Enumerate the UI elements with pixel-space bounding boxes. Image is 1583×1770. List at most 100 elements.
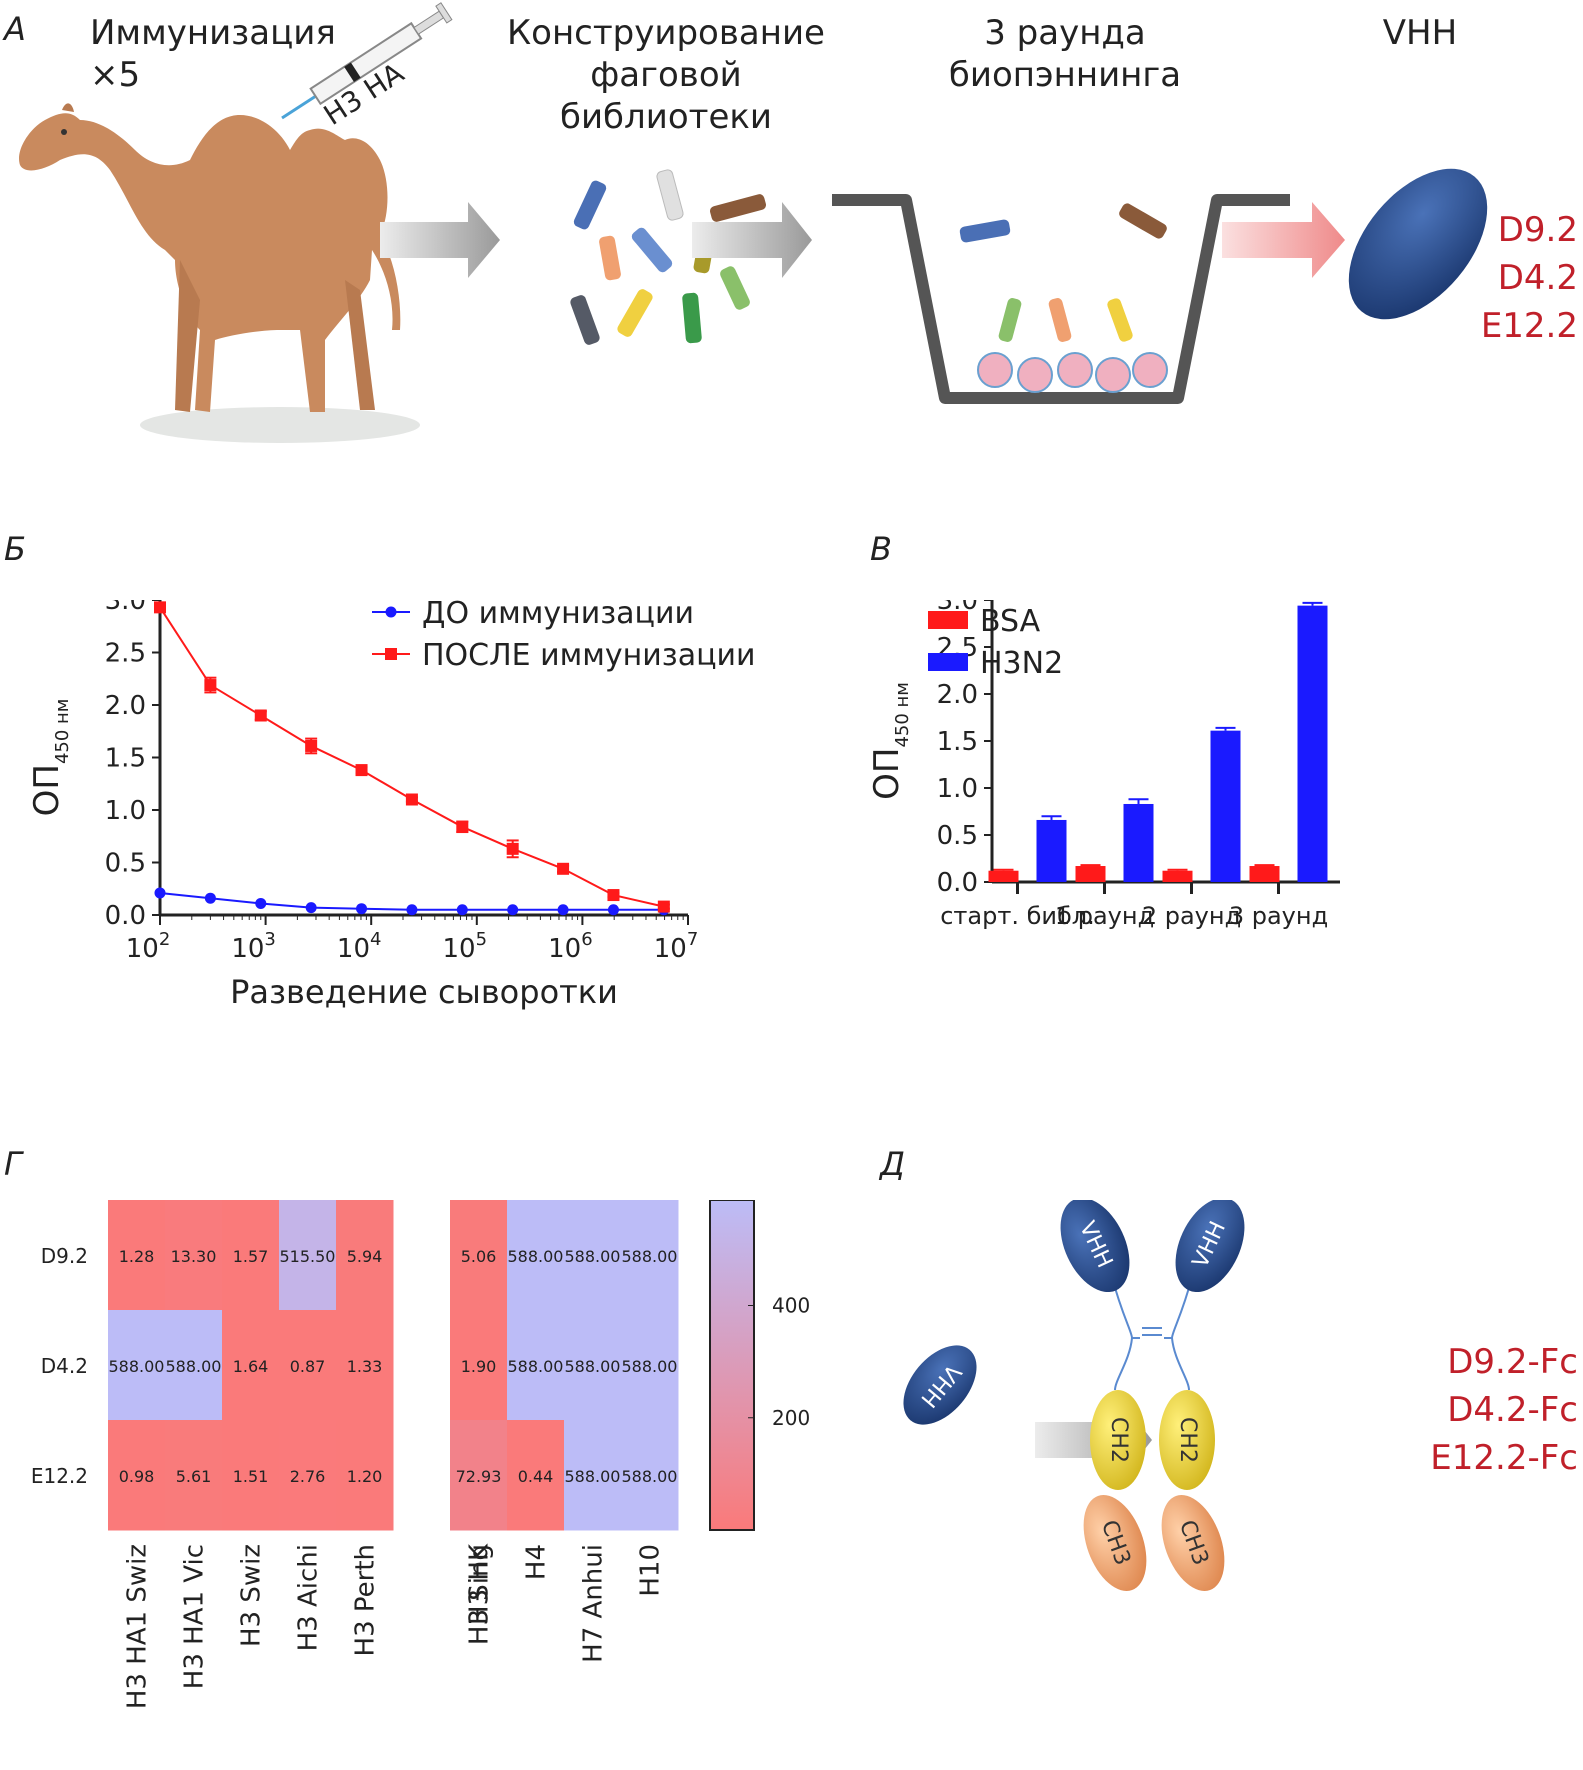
panel-letter-g: Г	[4, 1145, 22, 1183]
heatmap-cell	[621, 1310, 679, 1421]
heatmap-cell	[222, 1310, 280, 1421]
heatmap-cell	[507, 1310, 565, 1421]
y-tick-label: 1.5	[105, 744, 146, 774]
heatmap-cell	[108, 1310, 166, 1421]
legend-label: H3N2	[980, 646, 1063, 681]
heatmap-cell	[564, 1420, 622, 1531]
data-point	[607, 889, 620, 902]
column-label: H4	[522, 1544, 552, 1580]
y-tick-label: 0.5	[105, 849, 146, 879]
cell-value: 0.98	[119, 1467, 155, 1486]
y-tick-label: 0.0	[937, 868, 978, 898]
arrow-1	[380, 202, 500, 278]
cell-value: 588.00	[508, 1357, 564, 1376]
x-tick-label: 2 раунд	[1142, 902, 1241, 930]
clone-d92: D9.2	[1497, 210, 1578, 250]
heatmap-cell	[450, 1310, 508, 1421]
y-tick-label: 2.5	[105, 639, 146, 669]
column-label: H3 HK	[465, 1543, 495, 1625]
data-point	[355, 764, 368, 777]
clone-e122: E12.2	[1480, 306, 1578, 346]
data-point	[255, 897, 267, 909]
ch2-left: CH2	[1090, 1390, 1146, 1490]
cell-value: 2.76	[290, 1467, 326, 1486]
x-tick-label: 1 раунд	[1055, 902, 1154, 930]
data-point	[254, 709, 267, 722]
panel-letter-v: В	[870, 530, 892, 568]
column-label: H3 Swiz	[237, 1544, 267, 1647]
column-label: H3 Aichi	[294, 1544, 324, 1651]
ch3-right: CH3	[1161, 1495, 1225, 1591]
step-vhh-title: VHH	[1382, 13, 1458, 53]
data-point	[456, 820, 469, 833]
cell-value: 588.00	[565, 1357, 621, 1376]
heatmap-cell	[165, 1200, 223, 1311]
fc-construct-illustration: VHH VHH VHH CH2 CH2 CH3 CH3	[903, 1200, 1245, 1591]
cell-value: 72.93	[456, 1467, 502, 1486]
fc-construct-list: D9.2-Fc D4.2-Fc E12.2-Fc	[1380, 1338, 1578, 1482]
bar	[1162, 870, 1193, 882]
vhh-left: VHH	[1060, 1200, 1130, 1293]
y-tick-label: 1.0	[105, 796, 146, 826]
construct-d42-fc: D4.2-Fc	[1447, 1390, 1578, 1430]
camel-illustration	[19, 103, 420, 443]
heatmap-cell	[222, 1200, 280, 1311]
data-point	[356, 903, 368, 915]
x-tick-label: 104	[337, 929, 382, 964]
heatmap-cell	[279, 1310, 337, 1421]
column-label: H7 Anhui	[579, 1544, 609, 1663]
vhh-right: VHH	[1175, 1200, 1245, 1293]
y-tick-label: 3.0	[105, 600, 146, 616]
bar	[1075, 866, 1106, 882]
heatmap-cell	[108, 1420, 166, 1531]
legend-marker	[385, 606, 397, 618]
construct-e122-fc: E12.2-Fc	[1430, 1438, 1578, 1478]
cell-value: 1.33	[347, 1357, 383, 1376]
heatmap-cell	[621, 1200, 679, 1311]
heatmap-cell	[564, 1200, 622, 1311]
x-tick-label: старт. библ.	[940, 902, 1095, 930]
row-label: E12.2	[31, 1464, 88, 1488]
heatmap-cell	[108, 1200, 166, 1311]
data-point	[154, 887, 166, 899]
heatmap-cell	[336, 1200, 394, 1311]
x-axis-label: Разведение сыворотки	[230, 973, 618, 1011]
row-label: D9.2	[41, 1244, 88, 1268]
legend-marker	[385, 648, 397, 660]
heatmap-cell	[507, 1420, 565, 1531]
row-label: D4.2	[41, 1354, 88, 1378]
data-point	[607, 904, 619, 916]
bar	[1210, 730, 1241, 882]
cell-value: 588.00	[622, 1467, 678, 1486]
data-point	[456, 904, 468, 916]
heatmap-cell	[279, 1200, 337, 1311]
cell-value: 588.00	[166, 1357, 222, 1376]
data-point	[406, 904, 418, 916]
data-point	[507, 904, 519, 916]
x-tick-label: 3 раунд	[1229, 902, 1328, 930]
column-label: H10	[636, 1544, 666, 1597]
bar	[1123, 803, 1154, 882]
heatmap-cell	[507, 1200, 565, 1311]
heatmap-cell	[165, 1420, 223, 1531]
ch3-left: CH3	[1083, 1495, 1147, 1591]
x-tick-label: 105	[443, 929, 488, 964]
y-tick-label: 1.0	[937, 774, 978, 804]
heatmap-cell	[450, 1420, 508, 1531]
cell-value: 588.00	[622, 1247, 678, 1266]
data-point	[305, 739, 318, 752]
cell-value: 588.00	[508, 1247, 564, 1266]
data-point	[154, 601, 166, 614]
cell-value: 5.61	[176, 1467, 212, 1486]
y-axis-label: ОП450 нм	[867, 682, 913, 800]
column-label: H3 Perth	[351, 1544, 381, 1656]
cell-value: 1.51	[233, 1467, 269, 1486]
cell-value: 588.00	[565, 1247, 621, 1266]
clone-d42: D4.2	[1497, 258, 1578, 298]
ch2-right: CH2	[1159, 1390, 1215, 1490]
free-vhh: VHH	[903, 1345, 977, 1425]
construct-d92-fc: D9.2-Fc	[1447, 1342, 1578, 1382]
y-tick-label: 1.5	[937, 727, 978, 757]
legend-swatch	[928, 653, 968, 671]
heatmap-cell	[564, 1310, 622, 1421]
